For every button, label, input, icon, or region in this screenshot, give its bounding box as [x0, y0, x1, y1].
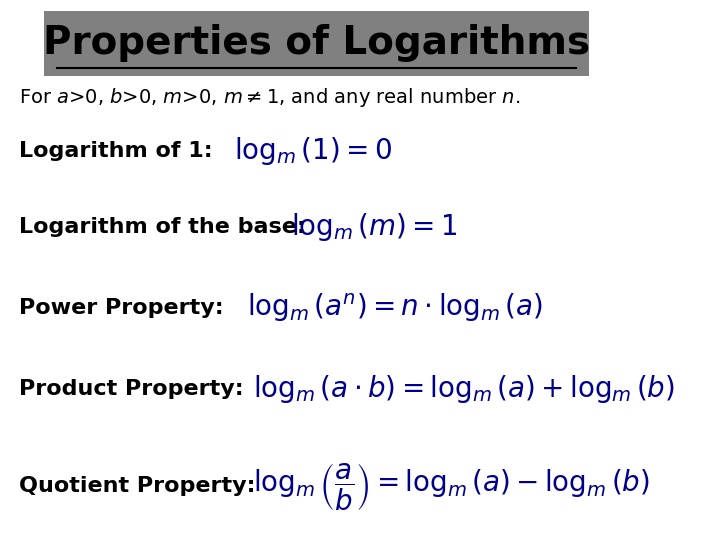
Text: Quotient Property:: Quotient Property:	[19, 476, 256, 496]
FancyBboxPatch shape	[45, 11, 588, 76]
Text: $\log_{m}\left(a^{n}\right)=n\cdot\log_{m}\left(a\right)$: $\log_{m}\left(a^{n}\right)=n\cdot\log_{…	[247, 292, 543, 324]
Text: Properties of Logarithms: Properties of Logarithms	[43, 24, 590, 62]
Text: $\log_{m}\left(a\cdot b\right)=\log_{m}\left(a\right)+\log_{m}\left(b\right)$: $\log_{m}\left(a\cdot b\right)=\log_{m}\…	[253, 373, 675, 405]
Text: Logarithm of 1:: Logarithm of 1:	[19, 141, 212, 161]
Text: $\log_{m}\left(m\right)=1$: $\log_{m}\left(m\right)=1$	[291, 211, 458, 243]
Text: Logarithm of the base:: Logarithm of the base:	[19, 217, 306, 237]
Text: $\log_{m}\left(\dfrac{a}{b}\right)=\log_{m}\left(a\right)-\log_{m}\left(b\right): $\log_{m}\left(\dfrac{a}{b}\right)=\log_…	[253, 461, 650, 511]
Text: For $a$>0, $b$>0, $m$>0, $m\neq$1, and any real number $n$.: For $a$>0, $b$>0, $m$>0, $m\neq$1, and a…	[19, 86, 520, 109]
Text: Product Property:: Product Property:	[19, 379, 243, 399]
Text: Power Property:: Power Property:	[19, 298, 224, 318]
Text: $\log_{m}\left(1\right)=0$: $\log_{m}\left(1\right)=0$	[234, 135, 392, 167]
